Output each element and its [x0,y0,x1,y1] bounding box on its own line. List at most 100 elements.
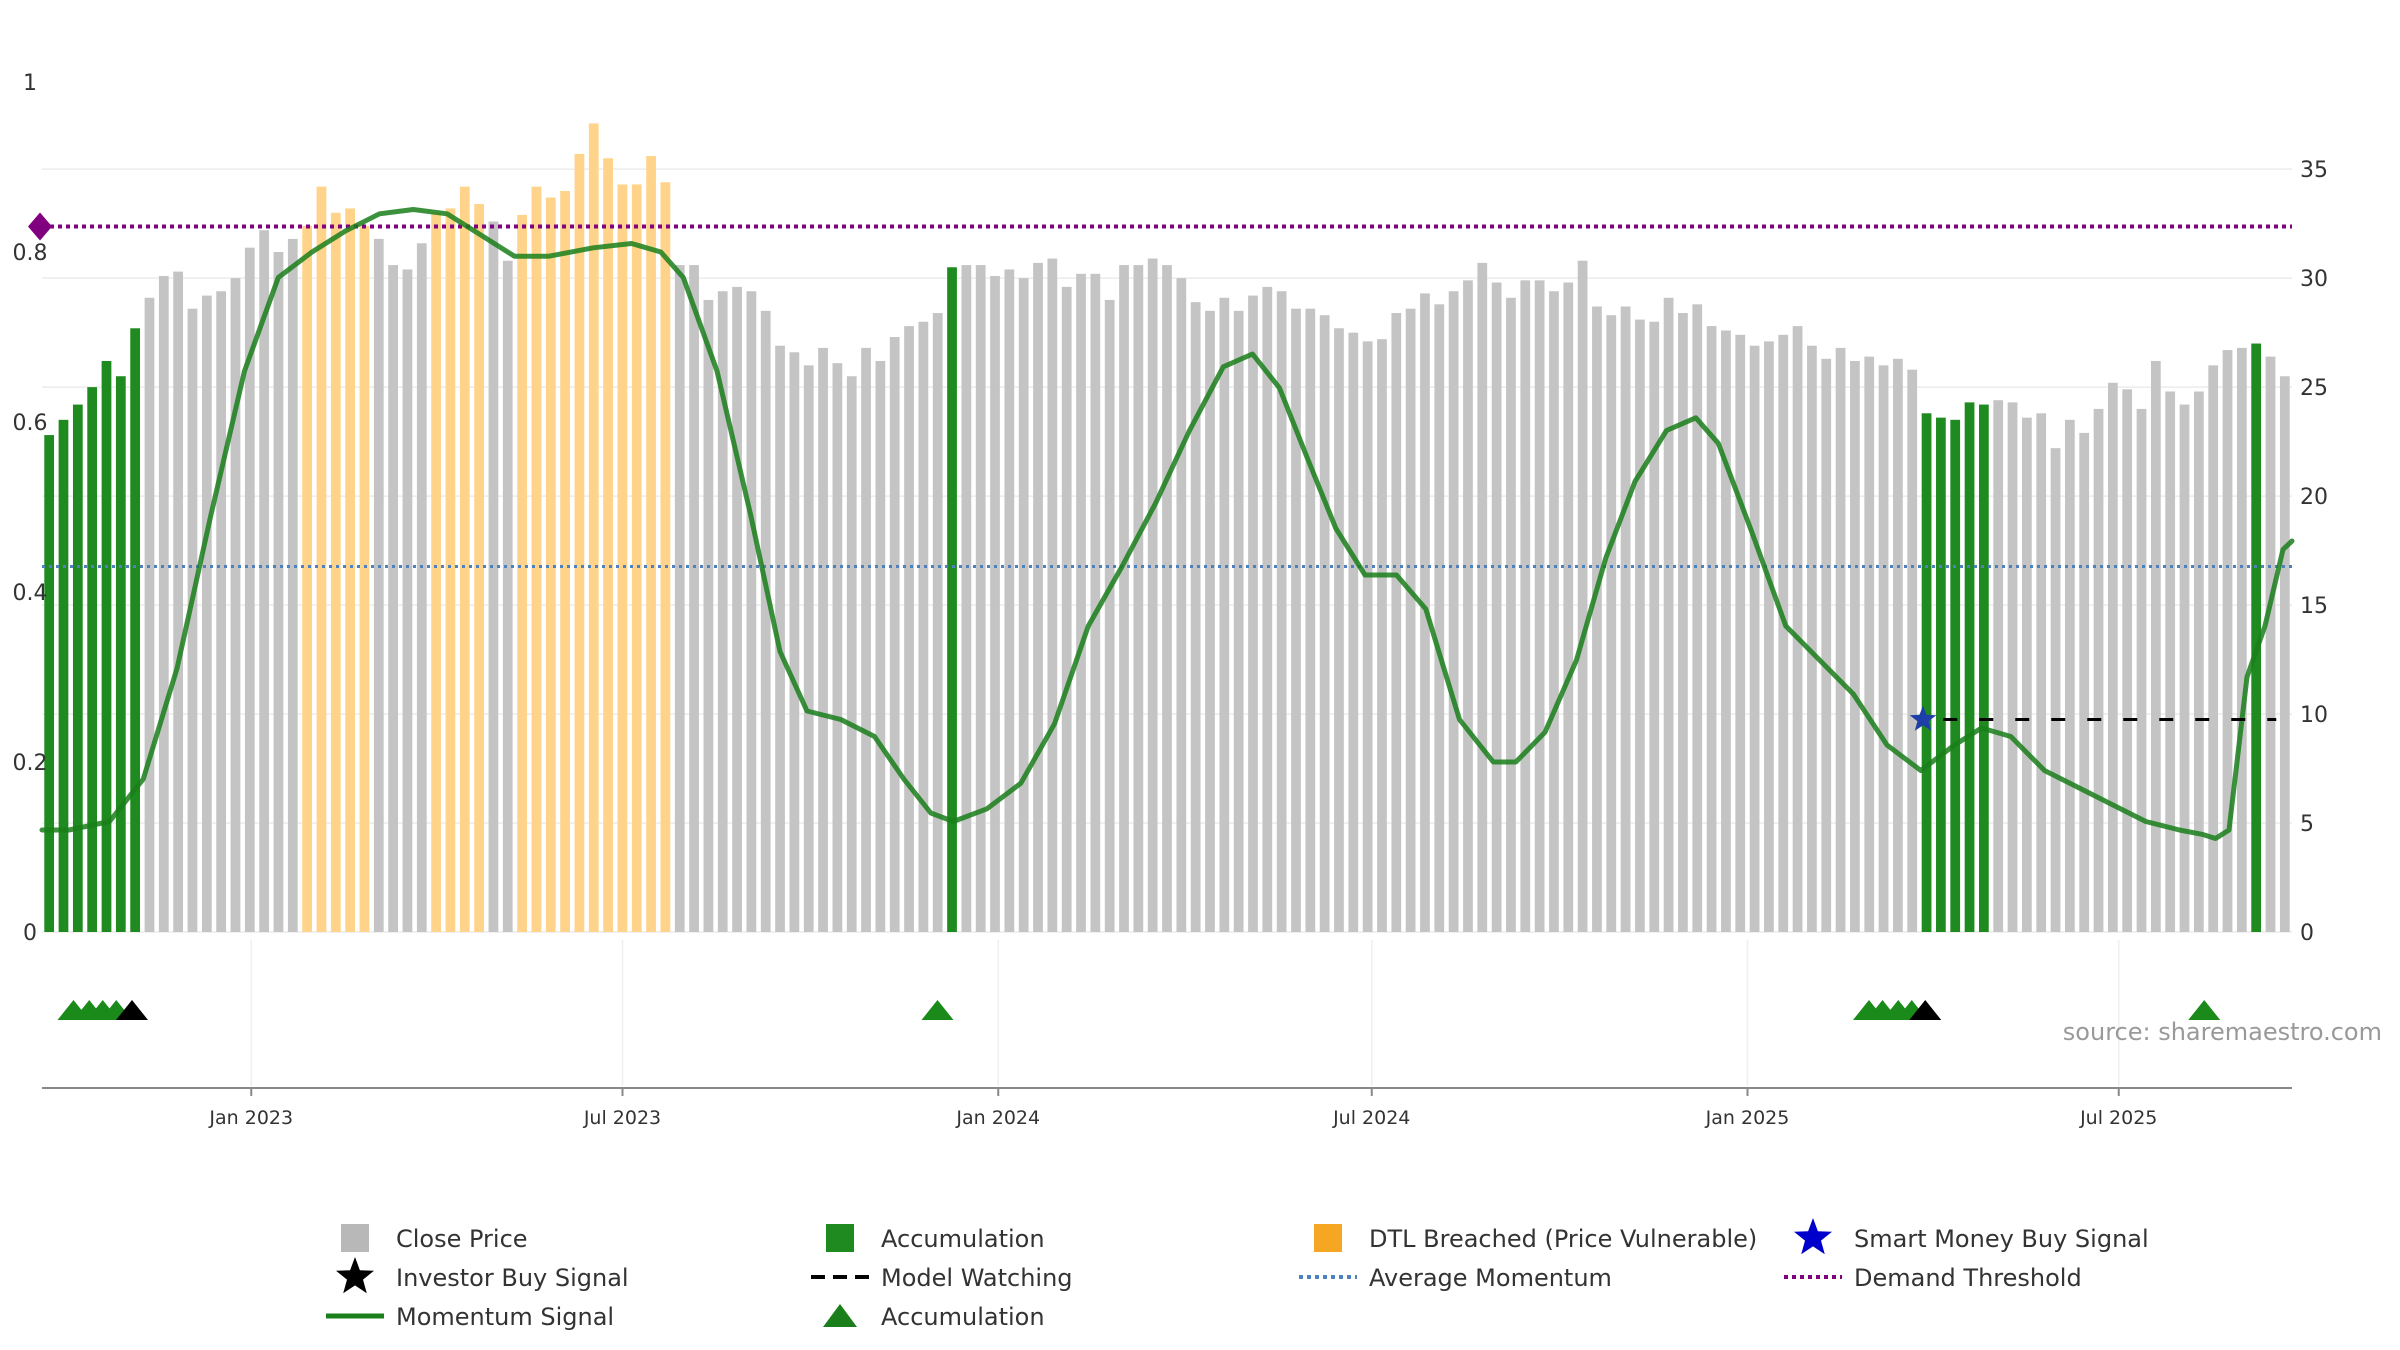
close-price-bar [1405,308,1416,933]
close-price-bar [1778,334,1789,932]
close-price-bar [1620,306,1631,932]
close-price-bar [2064,419,2075,932]
accumulation-signal-marker [2188,1000,2221,1020]
close-price-bar [1090,273,1101,932]
accumulation-bar [58,419,69,932]
x-tick-label: Jul 2024 [1332,1107,1410,1129]
investor-buy-signal-marker [116,1000,148,1020]
close-price-bar [1319,315,1330,932]
close-price-bar [1706,326,1717,933]
close-price-bar [2036,413,2047,932]
close-price-bar [2022,417,2032,933]
dtl-breached-bar [302,225,312,932]
close-price-bar [1362,341,1373,932]
dtl-breached-bar [445,208,456,932]
legend-item: Model Watching [811,1264,1073,1292]
close-price-bar [1377,339,1387,933]
signal-lines [28,207,2295,841]
close-price-bar [1205,310,1215,932]
close-price-bar [775,345,785,932]
close-price-bar [1835,347,1846,932]
close-price-bar [273,252,284,932]
close-price-bar [1219,297,1230,932]
close-price-bar [1549,291,1559,932]
close-price-bar [1577,260,1588,932]
x-tick-label: Jul 2025 [2079,1107,2157,1129]
dtl-breached-bar [330,212,341,932]
close-price-bar [1348,332,1359,933]
legend: Close Price Investor Buy Signal Momentum S… [326,1218,2149,1331]
right-tick-label: 0 [2300,921,2314,946]
close-price-bar [1663,297,1674,932]
close-price-bar [918,321,929,932]
demand-threshold-marker [28,212,52,241]
close-price-bar [1305,308,1316,933]
close-price-bar [2179,404,2190,933]
close-price-bar [1878,365,1889,932]
close-price-bar [1262,286,1273,932]
right-tick-label: 15 [2300,594,2328,619]
close-price-bar [975,265,986,933]
legend-square-icon [341,1224,369,1252]
close-price-bar [2265,356,2276,933]
close-price-bar [1391,313,1402,932]
dtl-breached-bar [459,186,470,933]
close-price-bar [1119,265,1129,933]
close-price-bar [818,347,828,932]
close-price-bar [1477,262,1488,932]
close-price-bar [2007,402,2018,932]
right-tick-label: 35 [2300,158,2328,183]
close-price-bar [144,297,155,932]
close-price-bar [1692,304,1703,932]
legend-item: Smart Money Buy Signal [1794,1218,2149,1255]
close-price-bar [402,269,413,932]
close-price-bar [1176,278,1187,933]
dtl-breached-bar [345,208,355,932]
accumulation-bar [1936,417,1946,933]
legend-label: Demand Threshold [1854,1264,2082,1292]
close-price-bar [889,337,900,932]
left-tick-label: 0.4 [13,581,48,606]
close-price-bar [1993,400,2004,932]
close-price-bar [1248,295,1258,933]
close-price-bar [1850,360,1860,932]
legend-label: Model Watching [881,1264,1073,1292]
legend-square-icon [826,1224,854,1252]
dtl-breached-bar [545,197,556,932]
close-price-bar [1907,369,1918,932]
close-price-bar [832,363,843,933]
x-tick-label: Jan 2025 [1705,1107,1790,1129]
left-tick-label: 0.2 [13,751,48,776]
dtl-breached-bar [646,156,656,933]
close-price-bar [1520,280,1531,932]
price-bars [44,123,2290,933]
close-price-bar [2136,408,2147,932]
close-price-bar [1334,328,1344,932]
close-price-bar [1764,341,1774,932]
close-price-bar [1061,286,1072,932]
momentum-signal-line [39,207,2295,841]
close-price-bar [732,286,742,932]
close-price-bar [789,352,800,932]
close-price-bar [173,271,184,933]
close-price-bar [1190,302,1201,933]
legend-item: Momentum Signal [326,1303,614,1331]
close-price-bar [1792,326,1803,933]
close-price-bar [1291,308,1301,933]
accumulation-bar [1979,404,1989,933]
legend-item: Demand Threshold [1784,1264,2082,1292]
close-price-bar [2079,432,2090,932]
dtl-breached-bar [560,190,570,932]
right-tick-label: 10 [2300,703,2328,728]
close-price-bar [1506,297,1516,932]
legend-item: Close Price [341,1224,528,1253]
legend-label: DTL Breached (Price Vulnerable) [1369,1225,1757,1253]
close-price-bar [1448,291,1459,932]
right-tick-label: 30 [2300,267,2328,292]
left-tick-label: 1 [23,71,37,96]
close-price-bar [2279,376,2290,932]
left-tick-label: 0.6 [13,411,48,436]
close-price-bar [703,299,714,932]
source-credit: source: sharemaestro.com [2063,1018,2382,1046]
close-price-bar [2222,350,2233,933]
